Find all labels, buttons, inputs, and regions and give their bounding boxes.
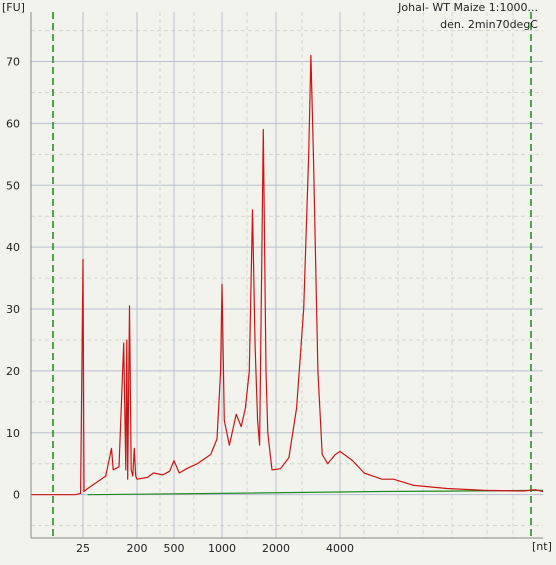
chart-title: Johal- WT Maize 1:1000...: [397, 1, 538, 14]
x-tick-label: 1000: [208, 542, 236, 555]
x-axis-unit-label: [nt]: [532, 540, 552, 553]
grid-lines: [31, 12, 543, 538]
y-tick-label: 40: [6, 241, 20, 254]
labels-group: 0 10 20 30 40 50 60 70 25 200 500 1000 2000 4000: [6, 56, 354, 555]
x-tick-label: 2000: [262, 542, 290, 555]
x-tick-label: 25: [76, 542, 90, 555]
chart-subtitle: den. 2min70degC: [440, 18, 538, 31]
y-tick-label: 50: [6, 179, 20, 192]
series-group: [31, 54, 544, 496]
y-axis-unit-label: [FU]: [2, 1, 25, 14]
y-tick-label: 70: [6, 56, 20, 69]
y-tick-label: 0: [13, 489, 20, 502]
y-tick-label: 60: [6, 117, 20, 130]
y-tick-label: 20: [6, 365, 20, 378]
y-tick-label: 10: [6, 427, 20, 440]
x-tick-label: 4000: [326, 542, 354, 555]
x-tick-label: 500: [164, 542, 185, 555]
y-tick-label: 30: [6, 303, 20, 316]
axes-group: [30, 12, 543, 539]
sample-series-line: [31, 54, 544, 496]
x-tick-label: 200: [127, 542, 148, 555]
